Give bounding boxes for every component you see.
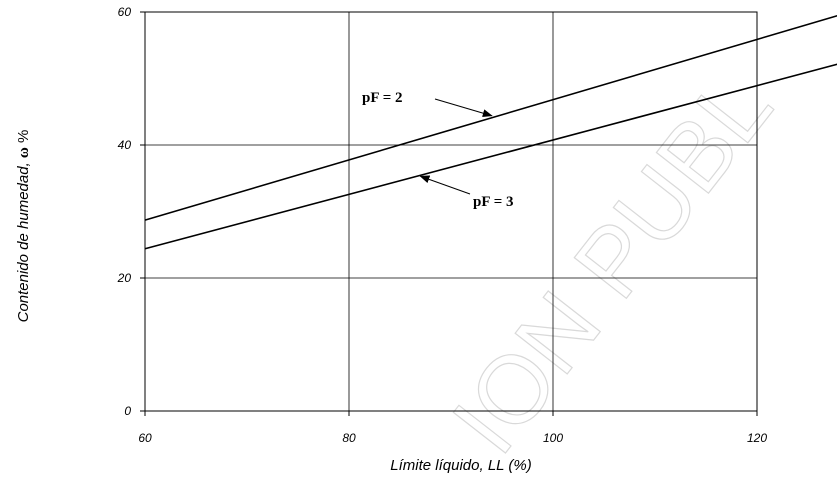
- y-axis-title-symbol: ω: [16, 147, 32, 158]
- y-tick-label: 60: [118, 5, 132, 19]
- annotation-label-pf3: pF = 3: [473, 194, 514, 210]
- x-tick-label: 120: [747, 431, 767, 445]
- series-line-pf3: [144, 63, 837, 250]
- y-axis-title: Contenido de humedad, ω %: [15, 130, 32, 323]
- x-tick-label: 80: [342, 431, 356, 445]
- axis-ticks: 60 80 100 120 0 20 40 60: [117, 5, 768, 445]
- y-axis-title-text: Contenido de humedad,: [15, 162, 32, 322]
- x-tick-label: 60: [138, 431, 152, 445]
- annotation-arrow-pf2: [434, 98, 493, 118]
- annotation-arrow-pf3: [419, 175, 471, 195]
- series-line-pf2: [144, 14, 837, 221]
- y-tick-label: 0: [124, 404, 131, 418]
- y-tick-label: 20: [117, 271, 132, 285]
- series: [144, 14, 837, 250]
- watermark: ION PUBL: [432, 54, 792, 473]
- annotation-label-pf2: pF = 2: [362, 90, 403, 106]
- y-tick-label: 40: [118, 138, 132, 152]
- x-tick-label: 100: [543, 431, 563, 445]
- annotations: pF = 2 pF = 3: [362, 90, 514, 210]
- plot-frame: [144, 11, 758, 412]
- y-axis-title-unit: %: [15, 130, 32, 143]
- x-axis-title: Límite líquido, LL (%): [390, 457, 531, 474]
